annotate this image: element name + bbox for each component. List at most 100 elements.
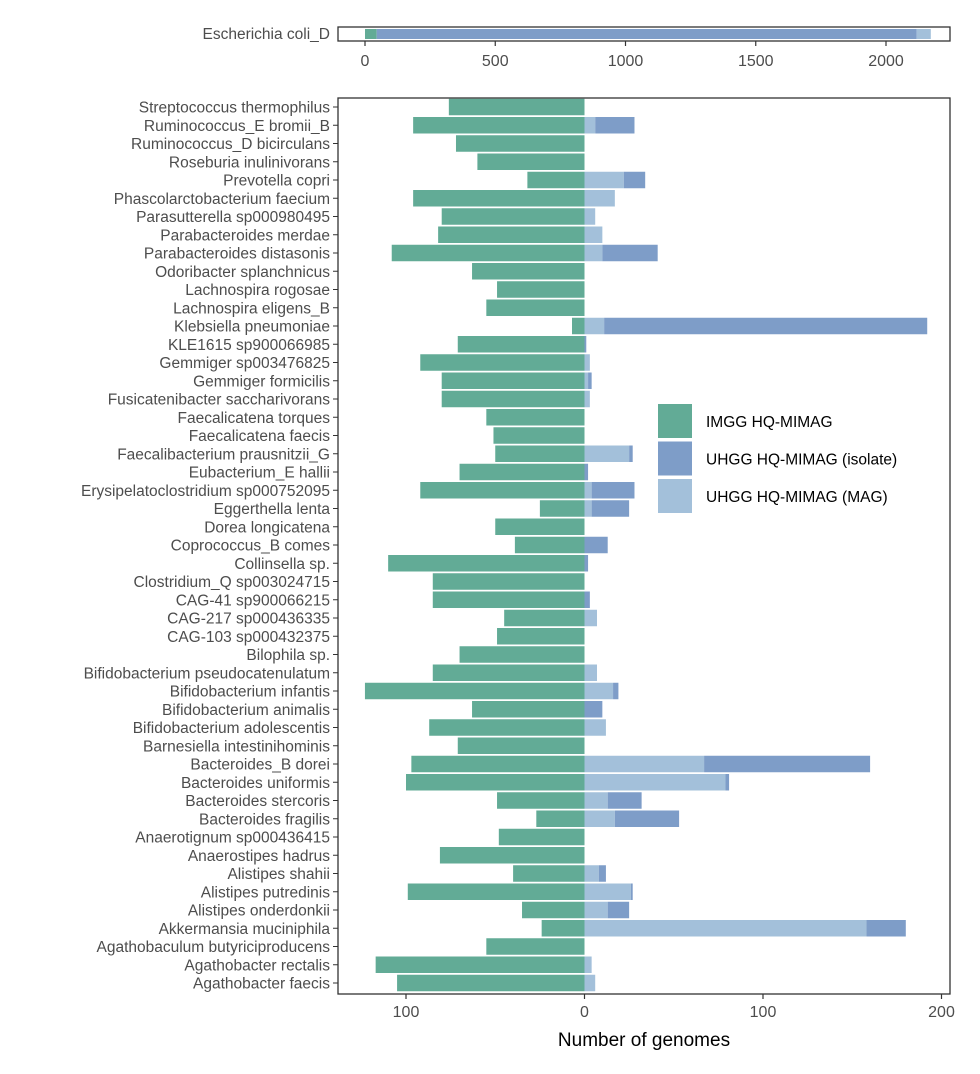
bar-row — [457, 737, 585, 754]
y-tick-label: CAG-41 sp900066215 — [176, 592, 330, 609]
legend-label: IMGG HQ-MIMAG — [706, 414, 833, 431]
y-tick-label: Barnesiella intestinihominis — [143, 738, 330, 755]
y-tick-label: Coprococcus_B comes — [171, 538, 331, 555]
bar-row — [413, 117, 635, 134]
bar-row — [406, 774, 730, 791]
bar-row — [522, 901, 630, 919]
y-tick-label: Alistipes shahii — [227, 866, 330, 883]
y-tick-label: Bacteroides fragilis — [199, 811, 330, 828]
y-tick-label: Dorea longicatena — [204, 519, 330, 536]
bar-imgg — [448, 98, 585, 116]
y-tick-label: Parasutterella sp000980495 — [136, 209, 330, 226]
bar-row — [407, 883, 633, 900]
bar-row — [472, 263, 585, 280]
y-tick-label: Bifidobacterium animalis — [162, 702, 330, 719]
y-tick-label: Lachnospira eligens_B — [173, 300, 330, 317]
y-tick-label: Escherichia coli_D — [203, 26, 331, 43]
bar-imgg — [457, 737, 585, 754]
bar-imgg — [498, 828, 585, 846]
y-tick-label: Bifidobacterium infantis — [170, 684, 330, 701]
bar-row — [448, 98, 585, 116]
bar-row — [493, 427, 585, 444]
bar-uhgg-mag — [584, 390, 590, 408]
bar-imgg — [457, 336, 585, 353]
bar-uhgg-isolate — [584, 536, 608, 554]
bar-imgg — [432, 591, 585, 608]
y-tick-label: Anaerostipes hadrus — [188, 848, 330, 865]
legend-swatch — [658, 404, 692, 438]
y-tick-label: Bacteroides stercoris — [185, 793, 330, 810]
y-tick-label: Lachnospira rogosae — [185, 282, 330, 299]
bar-imgg — [413, 190, 585, 207]
bar-uhgg-mag — [584, 445, 630, 462]
bar-row — [513, 865, 606, 882]
x-tick-label: 1500 — [738, 53, 774, 70]
bar-imgg — [541, 920, 585, 937]
y-tick-label: Alistipes onderdonkii — [188, 903, 330, 920]
bar-uhgg-isolate — [584, 555, 589, 572]
y-tick-label: Parabacteroides merdae — [160, 227, 330, 244]
bar-imgg — [441, 208, 585, 225]
bar-imgg — [429, 719, 585, 736]
y-tick-label: Prevotella copri — [223, 173, 330, 190]
bar-uhgg-mag — [584, 500, 592, 517]
bar-row — [441, 208, 596, 225]
bar-uhgg-mag — [584, 920, 867, 937]
bar-uhgg-mag — [584, 810, 615, 827]
bar-uhgg-isolate — [629, 445, 633, 462]
bar-imgg — [407, 883, 585, 900]
bar-row — [413, 190, 615, 207]
y-tick-label: CAG-217 sp000436335 — [167, 611, 330, 628]
bar-uhgg-mag — [584, 865, 599, 882]
y-tick-label: Agathobacter rectalis — [184, 957, 330, 974]
bar-imgg — [391, 244, 585, 262]
y-tick-label: Odoribacter splanchnicus — [155, 264, 330, 281]
bar-imgg — [497, 628, 585, 645]
bar-imgg — [441, 372, 585, 389]
bar-row — [498, 828, 585, 846]
bar-row — [497, 628, 585, 645]
panel-border — [337, 26, 951, 42]
bar-row — [495, 518, 585, 535]
bar-imgg — [497, 281, 585, 298]
bar-imgg — [472, 701, 585, 718]
bar-imgg — [439, 847, 585, 864]
bar-imgg — [513, 865, 585, 882]
bar-uhgg-isolate — [591, 482, 635, 499]
bar-row — [477, 153, 585, 170]
bar-imgg — [441, 390, 585, 408]
y-tick-label: Ruminococcus_D bicirculans — [131, 136, 330, 153]
bar-uhgg-isolate — [584, 463, 589, 481]
bar-uhgg-mag — [584, 190, 615, 207]
main-panel: Streptococcus thermophilusRuminococcus_E… — [81, 97, 955, 1021]
y-tick-label: Fusicatenibacter saccharivorans — [108, 392, 331, 409]
bar-uhgg-mag — [584, 482, 592, 499]
bar-uhgg-isolate — [591, 500, 630, 517]
bar-uhgg-isolate — [598, 865, 606, 882]
y-tick-label: Collinsella sp. — [234, 556, 330, 573]
bar-row — [457, 336, 587, 353]
bar-imgg — [459, 463, 585, 481]
y-tick-label: Eggerthella lenta — [214, 501, 331, 518]
bar-row — [438, 226, 603, 243]
bar-uhgg-isolate — [588, 372, 592, 389]
bar-uhgg-isolate — [595, 117, 635, 134]
x-tick-label: 500 — [482, 53, 509, 70]
bar-uhgg-isolate — [613, 682, 619, 700]
bar-uhgg-mag — [584, 244, 603, 262]
bar-uhgg-isolate — [725, 774, 730, 791]
y-tick-label: Phascolarctobacterium faecium — [114, 191, 330, 208]
bar-row — [432, 664, 597, 681]
bar-imgg — [388, 555, 585, 572]
bar-imgg — [495, 445, 585, 462]
bar-row — [391, 244, 658, 262]
x-tick-label: 200 — [928, 1004, 955, 1021]
bar-uhgg-hq-mimag-isolate- — [376, 29, 917, 39]
bar-row — [429, 719, 606, 736]
bar-uhgg-isolate — [602, 244, 658, 262]
bar-row — [455, 135, 585, 152]
y-tick-label: Bilophila sp. — [246, 647, 330, 664]
bar-imgg — [420, 482, 585, 499]
bar-imgg — [486, 299, 585, 316]
